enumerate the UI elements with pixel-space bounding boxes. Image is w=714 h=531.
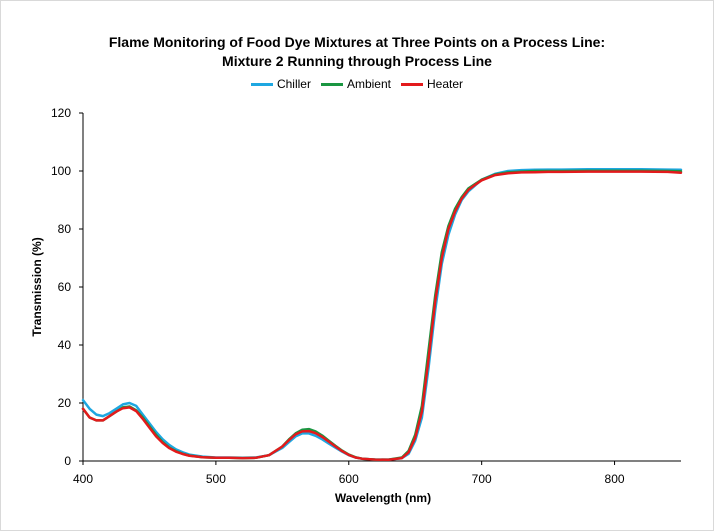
chart-subtitle: Mixture 2 Running through Process Line (222, 53, 492, 69)
series-group (81, 168, 683, 462)
x-axis-title: Wavelength (nm) (335, 491, 431, 505)
y-tick-label: 100 (51, 164, 71, 178)
legend-swatch-heater (401, 82, 423, 86)
legend-item-heater: Heater (401, 77, 463, 91)
x-tick-label: 600 (339, 472, 359, 486)
legend-label-chiller: Chiller (276, 77, 311, 91)
series-line-chiller (81, 168, 683, 461)
chart-title: Flame Monitoring of Food Dye Mixtures at… (108, 34, 606, 50)
y-tick-label: 120 (51, 106, 71, 120)
y-axis-title: Transmission (%) (30, 237, 44, 336)
legend-label-ambient: Ambient (346, 77, 391, 91)
x-tick-label: 700 (472, 472, 492, 486)
x-tick-label: 400 (73, 472, 93, 486)
legend-item-ambient: Ambient (320, 77, 391, 91)
y-tick-label: 20 (58, 396, 72, 410)
legend-label-heater: Heater (427, 77, 464, 91)
series-line-ambient (81, 169, 683, 461)
legend-swatch-chiller (250, 82, 273, 86)
legend-swatch-ambient (320, 82, 343, 86)
series-line-heater (81, 170, 683, 462)
axes: 0 20 40 60 80 100 120 400 500 600 700 800 (51, 106, 681, 486)
chart-title-block: Flame Monitoring of Food Dye Mixtures at… (0, 33, 714, 71)
x-tick-label: 800 (605, 472, 625, 486)
legend-item-chiller: Chiller (250, 77, 311, 91)
y-tick-label: 80 (58, 222, 72, 236)
y-tick-label: 60 (58, 280, 72, 294)
x-tick-label: 500 (206, 472, 226, 486)
y-tick-label: 0 (64, 454, 71, 468)
y-tick-label: 40 (58, 338, 72, 352)
legend: Chiller Ambient Heater (0, 77, 714, 91)
